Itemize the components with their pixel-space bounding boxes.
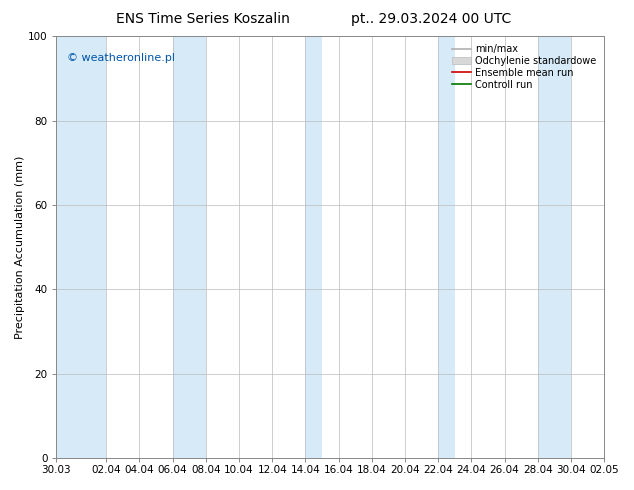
Text: © weatheronline.pl: © weatheronline.pl — [67, 53, 176, 63]
Text: pt.. 29.03.2024 00 UTC: pt.. 29.03.2024 00 UTC — [351, 12, 511, 26]
Bar — [438, 36, 455, 458]
Bar — [56, 36, 107, 458]
Bar — [172, 36, 206, 458]
Bar — [538, 36, 571, 458]
Y-axis label: Precipitation Accumulation (mm): Precipitation Accumulation (mm) — [15, 155, 25, 339]
Legend: min/max, Odchylenie standardowe, Ensemble mean run, Controll run: min/max, Odchylenie standardowe, Ensembl… — [449, 41, 599, 93]
Bar — [306, 36, 322, 458]
Text: ENS Time Series Koszalin: ENS Time Series Koszalin — [116, 12, 290, 26]
